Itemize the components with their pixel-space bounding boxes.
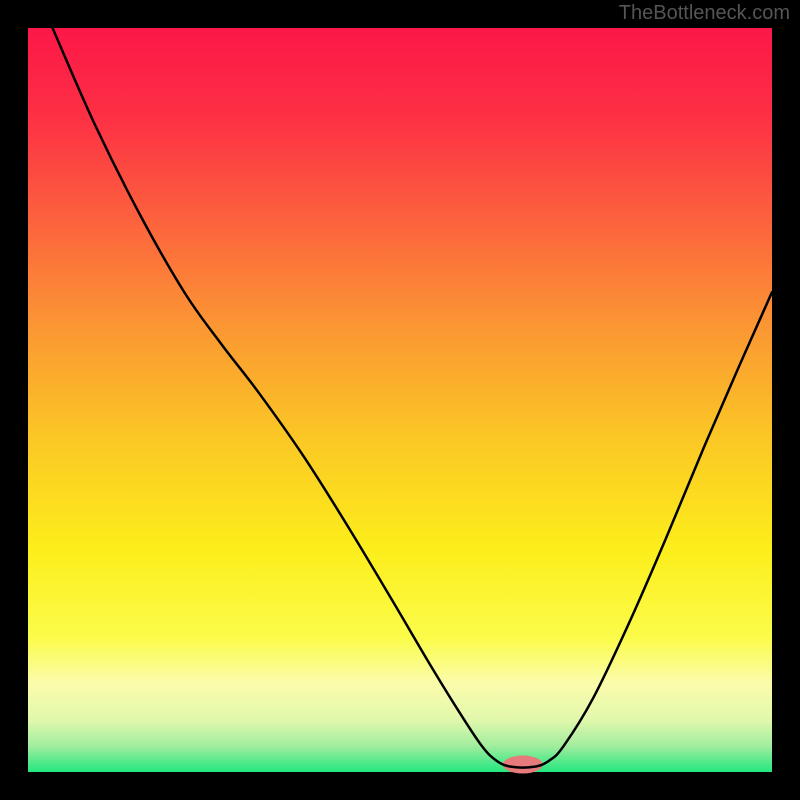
optimal-marker — [503, 756, 543, 774]
plot-gradient — [28, 28, 772, 772]
watermark-text: TheBottleneck.com — [619, 2, 790, 25]
chart-svg — [0, 0, 800, 800]
bottleneck-chart: TheBottleneck.com — [0, 0, 800, 800]
